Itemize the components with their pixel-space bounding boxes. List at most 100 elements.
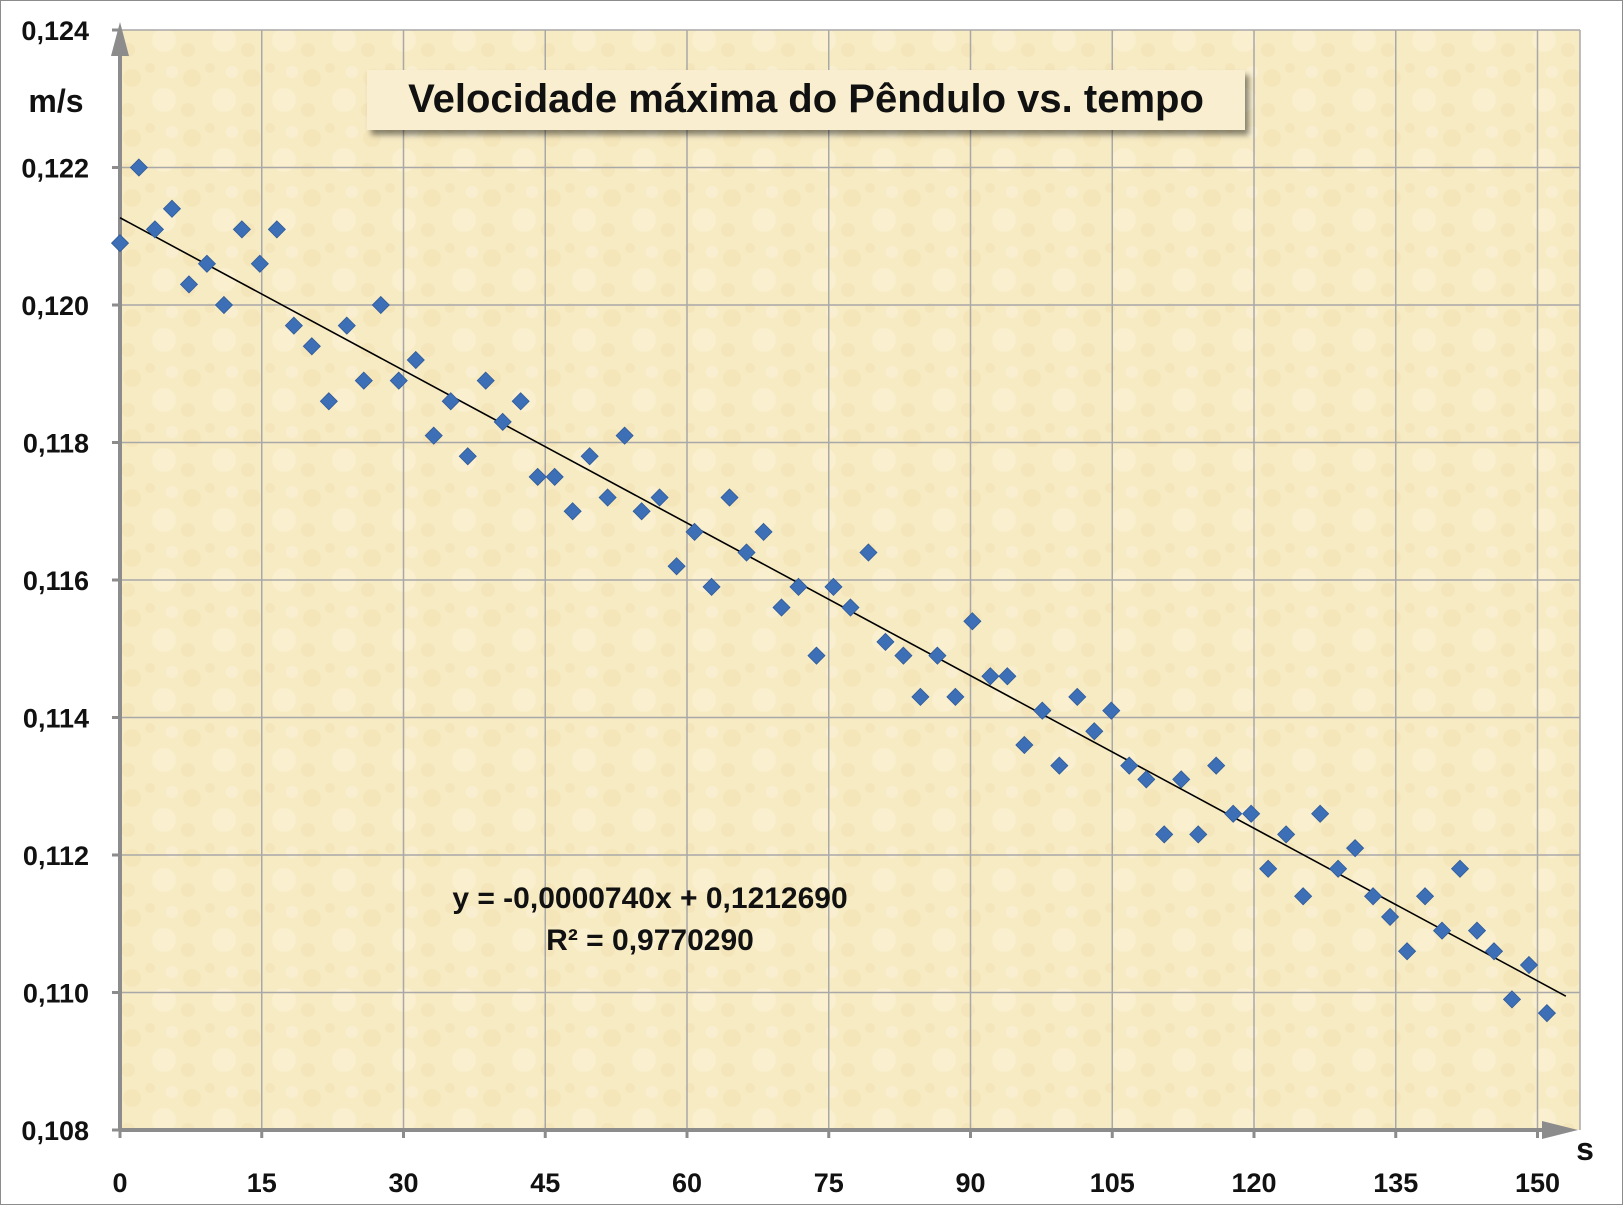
y-tick-label: 0,124 — [21, 16, 89, 46]
data-point — [789, 577, 808, 596]
data-point — [179, 275, 199, 294]
y-tick-label: 0,112 — [23, 841, 89, 871]
data-point — [1484, 942, 1504, 961]
data-point — [406, 350, 425, 370]
data-point — [214, 295, 234, 315]
data-point — [1224, 804, 1243, 823]
data-point — [1537, 1004, 1557, 1023]
data-point — [876, 632, 895, 651]
data-point — [1120, 756, 1139, 775]
x-tick-label: 90 — [955, 1168, 985, 1198]
data-point — [1155, 825, 1174, 844]
data-point — [493, 412, 512, 431]
data-point — [720, 488, 739, 507]
data-point — [650, 488, 669, 507]
x-tick-label: 120 — [1231, 1168, 1276, 1198]
data-point — [1346, 839, 1365, 858]
data-point — [145, 220, 165, 239]
data-point — [1050, 756, 1069, 775]
data-point — [197, 254, 217, 273]
chart-title-box: Velocidade máxima do Pêndulo vs. tempo — [367, 70, 1245, 130]
x-tick-label: 150 — [1515, 1168, 1560, 1198]
data-point — [946, 687, 965, 706]
data-point — [319, 392, 338, 411]
data-point — [476, 371, 495, 390]
data-point — [528, 467, 547, 486]
data-point — [737, 543, 756, 562]
y-tick-label: 0,118 — [23, 429, 89, 459]
data-point — [284, 316, 303, 335]
x-tick-label: 75 — [814, 1168, 844, 1198]
data-point — [1033, 701, 1052, 720]
x-tick-label: 30 — [388, 1168, 418, 1198]
y-tick-label: 0,110 — [23, 979, 89, 1009]
data-point — [389, 371, 408, 390]
data-point — [911, 687, 930, 706]
y-axis-arrowhead — [111, 22, 129, 56]
data-point — [545, 467, 564, 486]
data-point — [441, 392, 460, 411]
x-axis-label: s — [1576, 1131, 1594, 1167]
data-point — [981, 667, 1000, 686]
data-point — [667, 557, 686, 576]
data-point — [1381, 907, 1400, 926]
grid-lines — [120, 29, 1581, 1130]
data-point — [267, 220, 286, 239]
data-point — [1502, 990, 1522, 1009]
data-point — [302, 337, 321, 356]
data-point — [807, 646, 826, 665]
data-point — [1415, 887, 1435, 906]
data-point — [580, 447, 599, 466]
data-point — [1398, 942, 1417, 961]
data-point — [371, 295, 390, 315]
data-point — [754, 522, 773, 541]
x-axis-arrowhead — [1542, 1121, 1578, 1139]
data-point — [563, 502, 582, 521]
data-point — [894, 646, 913, 665]
data-point — [1242, 804, 1261, 823]
r-squared-label: R² = 0,9770290 — [546, 924, 754, 957]
data-point — [337, 316, 356, 335]
data-point — [702, 577, 721, 596]
data-point — [841, 598, 860, 617]
data-point — [232, 220, 251, 239]
data-point — [1137, 770, 1156, 789]
data-point — [511, 392, 530, 411]
y-tick-label: 0,116 — [23, 566, 89, 596]
data-point — [1207, 756, 1226, 775]
y-axis-label: m/s — [28, 83, 83, 119]
data-point — [772, 598, 791, 617]
x-tick-label: 15 — [247, 1168, 277, 1198]
tick-labels: 0 15 30 45 60 75 90 105 120 135 150 0,108 0,110 0,112… — [21, 16, 1560, 1198]
data-point — [1102, 701, 1121, 720]
data-point — [1068, 687, 1087, 706]
data-point — [1015, 735, 1034, 755]
data-point — [1259, 859, 1278, 878]
data-point — [685, 522, 704, 541]
data-point — [1085, 722, 1104, 741]
x-tick-label: 105 — [1090, 1168, 1135, 1198]
data-point — [1519, 955, 1539, 975]
data-point — [1277, 825, 1296, 844]
data-point — [1432, 921, 1452, 940]
data-point — [1294, 887, 1313, 906]
y-tick-label: 0,108 — [21, 1116, 89, 1146]
data-point — [110, 234, 130, 253]
data-point — [859, 543, 878, 562]
data-point — [615, 426, 634, 445]
data-point — [1172, 770, 1191, 789]
data-point — [129, 158, 148, 177]
data-point — [598, 488, 617, 507]
data-point — [632, 502, 651, 521]
data-point — [928, 646, 947, 665]
data-point — [162, 199, 182, 218]
y-tick-label: 0,114 — [23, 704, 89, 734]
data-point — [1189, 825, 1208, 844]
y-tick-label: 0,122 — [21, 154, 89, 184]
x-tick-label: 135 — [1373, 1168, 1418, 1198]
x-tick-label: 45 — [530, 1168, 560, 1198]
data-point — [963, 612, 982, 631]
y-tick-label: 0,120 — [21, 291, 89, 321]
data-point — [1364, 887, 1383, 906]
